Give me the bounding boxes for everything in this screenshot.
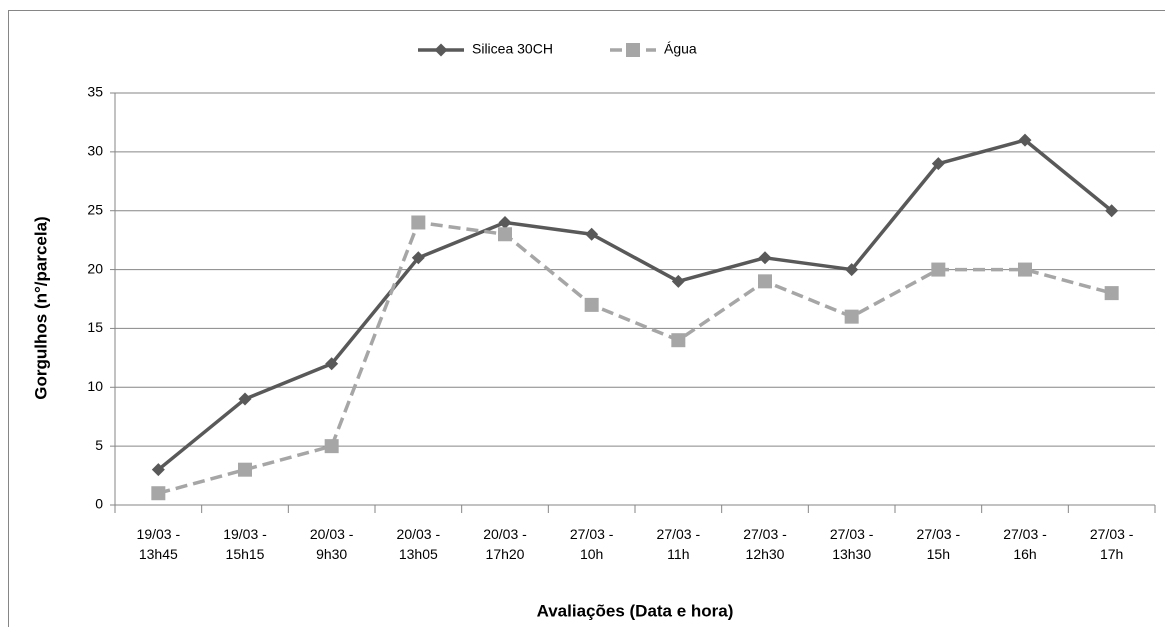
x-tick-label: 27/03 -16h — [1003, 526, 1047, 562]
legend-label: Água — [664, 41, 697, 57]
data-point — [411, 251, 425, 265]
x-tick-label: 19/03 -15h15 — [223, 526, 267, 562]
data-point — [498, 215, 512, 229]
y-tick-label: 35 — [87, 84, 103, 100]
series-line — [157, 220, 1113, 495]
data-point — [151, 463, 165, 477]
data-point — [238, 392, 252, 406]
x-tick-label: 20/03 -9h30 — [310, 526, 354, 562]
y-tick-label: 30 — [87, 143, 103, 159]
x-tick-label: 19/03 -13h45 — [137, 526, 181, 562]
x-axis-title: Avaliações (Data e hora) — [537, 601, 734, 620]
data-point — [931, 157, 945, 171]
y-tick-label: 25 — [87, 201, 103, 217]
data-point — [758, 274, 772, 289]
data-point — [584, 297, 599, 312]
x-tick-label: 20/03 -17h20 — [483, 526, 527, 562]
x-tick-label: 27/03 -15h — [917, 526, 961, 562]
x-tick-label: 27/03 -12h30 — [743, 526, 787, 562]
data-point — [671, 333, 686, 348]
data-point — [411, 215, 426, 230]
y-tick-label: 10 — [87, 378, 103, 394]
data-point — [1018, 133, 1032, 147]
series-line — [157, 138, 1113, 472]
data-point — [1104, 286, 1119, 301]
data-point — [1018, 262, 1032, 277]
data-point — [498, 227, 512, 242]
x-tick-label: 27/03 -10h — [570, 526, 614, 562]
y-tick-label: 5 — [95, 437, 103, 453]
chart-frame — [8, 10, 1165, 627]
data-point — [238, 462, 252, 477]
legend-marker — [626, 43, 640, 57]
data-point — [844, 309, 859, 324]
x-tick-label: 27/03 -17h — [1090, 526, 1134, 562]
legend-label: Silicea 30CH — [472, 41, 553, 57]
data-point — [931, 262, 946, 277]
data-point — [1105, 204, 1119, 218]
data-point — [758, 251, 772, 265]
x-tick-label: 20/03 -13h05 — [397, 526, 441, 562]
x-tick-label: 27/03 -13h30 — [830, 526, 874, 562]
x-tick-label: 27/03 -11h — [657, 526, 701, 562]
y-tick-label: 20 — [87, 260, 103, 276]
legend-marker — [434, 43, 448, 57]
y-tick-label: 0 — [95, 496, 103, 512]
y-axis-title: Gorgulhos (n°/parcela) — [31, 216, 50, 399]
y-tick-label: 15 — [87, 319, 103, 335]
data-point — [585, 227, 599, 241]
data-point — [325, 357, 339, 371]
data-point — [671, 274, 685, 288]
data-point — [151, 486, 166, 501]
data-point — [845, 263, 859, 277]
data-point — [324, 439, 339, 454]
